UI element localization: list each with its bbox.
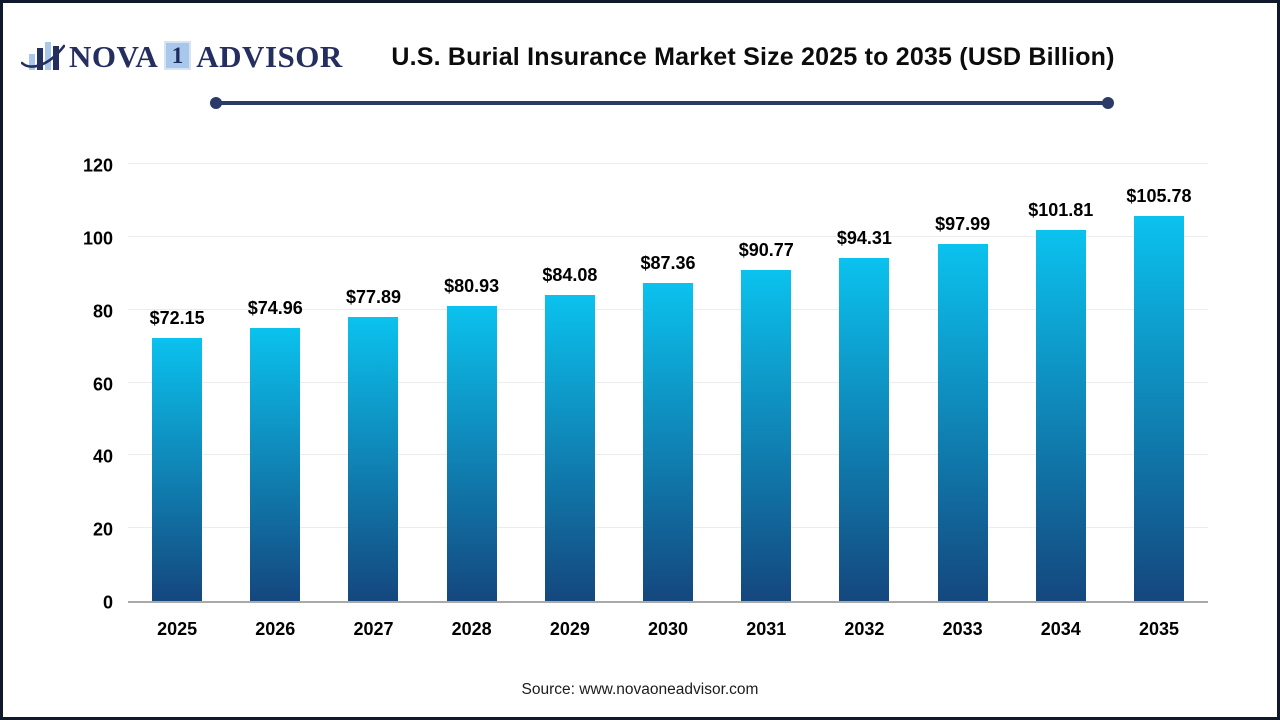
divider-endpoint-dot-left — [210, 97, 222, 109]
bar-group: $77.89 — [324, 166, 422, 601]
bar-group: $87.36 — [619, 166, 717, 601]
bar — [348, 317, 399, 601]
logo-text: NOVA 1 ADVISOR — [69, 38, 343, 74]
bar-group: $80.93 — [423, 166, 521, 601]
logo-one-badge: 1 — [164, 40, 192, 70]
bar — [1035, 230, 1086, 601]
bar-value-label: $80.93 — [444, 276, 500, 297]
x-axis-tick-label: 2033 — [942, 619, 983, 639]
bar-group: $101.81 — [1012, 166, 1110, 601]
bar-value-label: $97.99 — [935, 214, 991, 235]
x-axis-tick-label: 2026 — [255, 619, 296, 639]
gridline — [128, 163, 1208, 164]
bar — [741, 270, 792, 601]
bar-group: $72.15 — [128, 166, 226, 601]
bar — [1133, 215, 1184, 601]
bar-chart-swoosh-icon — [21, 42, 65, 70]
bar-group: $74.96 — [226, 166, 324, 601]
bar-group: $90.77 — [717, 166, 815, 601]
y-axis-tick-label: 80 — [92, 301, 113, 322]
bar-value-label: $105.78 — [1126, 185, 1192, 206]
y-axis-tick-label: 100 — [82, 228, 113, 249]
y-axis-tick-label: 0 — [102, 592, 113, 613]
x-axis-tick-label: 2031 — [746, 619, 787, 639]
bar-value-label: $84.08 — [542, 264, 598, 285]
title-divider-line — [210, 97, 1114, 109]
bar-value-label: $94.31 — [836, 227, 892, 248]
plot-area: $72.15 $74.96 $77.89 $80.93 $84.08 $87.36 $90.… — [128, 163, 1208, 603]
y-axis-tick-label: 60 — [92, 374, 113, 394]
x-axis-tick-label: 2034 — [1040, 619, 1081, 639]
bar — [839, 257, 890, 601]
bar-value-label: $87.36 — [640, 252, 696, 273]
bar — [152, 338, 203, 601]
x-axis-tick-label: 2032 — [844, 619, 885, 639]
x-axis-tick-label: 2025 — [157, 619, 198, 639]
gridline — [128, 235, 1208, 237]
y-axis-tick-label: 40 — [92, 446, 113, 467]
bars-row: $72.15 $74.96 $77.89 $80.93 $84.08 $87.36 $90.… — [128, 166, 1208, 601]
nova-one-advisor-logo: NOVA 1 ADVISOR — [21, 36, 343, 76]
bar-group: $94.31 — [815, 166, 913, 601]
x-axis-tick-label: 2029 — [549, 619, 590, 639]
y-axis: 0 20 40 60 80 100 120 — [55, 156, 113, 613]
bar — [250, 328, 301, 601]
x-axis-tick-label: 2030 — [648, 619, 689, 639]
bar-value-label: $90.77 — [738, 240, 794, 261]
logo-text-nova: NOVA — [69, 38, 159, 74]
bar — [446, 306, 497, 601]
x-axis: 2025 2026 2027 2028 2029 2030 2031 2032 2033 2034… — [128, 619, 1208, 640]
logo-text-advisor: ADVISOR — [196, 38, 343, 74]
bar-group: $97.99 — [914, 166, 1012, 601]
bar-value-label: $74.96 — [247, 298, 303, 319]
divider-endpoint-dot-right — [1102, 97, 1114, 109]
bar-group: $84.08 — [521, 166, 619, 601]
bar-group: $105.78 — [1110, 166, 1208, 601]
bar — [937, 244, 988, 601]
y-axis-tick-label: 120 — [82, 155, 113, 176]
x-axis-tick-label: 2027 — [353, 619, 394, 639]
bar — [643, 282, 694, 601]
y-axis-tick-label: 20 — [92, 519, 113, 540]
bar-value-label: $77.89 — [345, 287, 401, 308]
bar-value-label: $72.15 — [149, 308, 205, 329]
source-text: Source: www.novaoneadvisor.com — [521, 681, 759, 698]
bar-value-label: $101.81 — [1028, 200, 1094, 221]
bar — [544, 294, 595, 601]
x-axis-tick-label: 2035 — [1138, 619, 1179, 639]
x-axis-tick-label: 2028 — [451, 619, 492, 639]
chart-title: U.S. Burial Insurance Market Size 2025 t… — [391, 43, 1115, 71]
